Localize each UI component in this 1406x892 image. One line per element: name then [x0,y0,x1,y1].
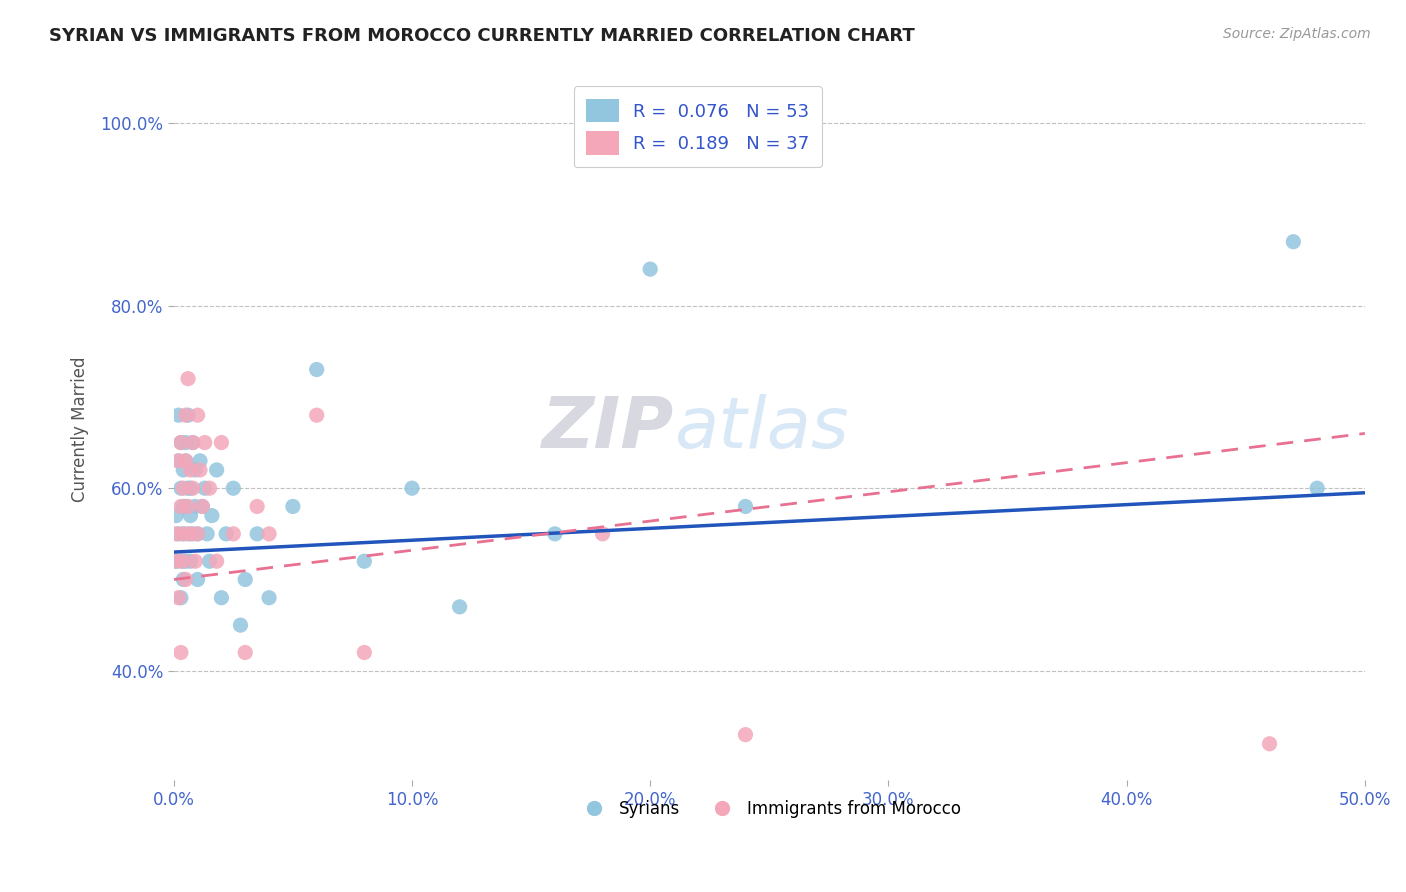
Point [172,554,194,568]
Point [229,618,252,632]
Point [449,599,471,614]
Point [188,463,211,477]
Point [174,454,197,468]
Point [179,463,201,477]
Point [167,454,190,468]
Point [174,573,197,587]
Point [246,526,269,541]
Point [734,728,756,742]
Text: SYRIAN VS IMMIGRANTS FROM MOROCCO CURRENTLY MARRIED CORRELATION CHART: SYRIAN VS IMMIGRANTS FROM MOROCCO CURREN… [49,27,915,45]
Point [233,646,256,660]
Point [181,435,204,450]
Point [177,408,200,422]
Point [401,481,423,495]
Point [257,526,280,541]
Point [194,481,217,495]
Point [734,500,756,514]
Point [177,481,200,495]
Text: ZIP: ZIP [541,394,673,463]
Point [592,526,614,541]
Point [170,591,193,605]
Point [179,554,201,568]
Point [165,526,187,541]
Point [170,554,193,568]
Point [181,435,204,450]
Point [184,554,207,568]
Point [167,591,190,605]
Point [353,646,375,660]
Point [187,526,209,541]
Point [353,554,375,568]
Point [201,508,224,523]
Point [170,500,193,514]
Point [172,500,194,514]
Point [172,573,194,587]
Point [195,526,218,541]
Point [1282,235,1305,249]
Point [233,573,256,587]
Point [222,481,245,495]
Point [215,526,238,541]
Point [187,573,209,587]
Point [209,591,232,605]
Point [205,463,228,477]
Point [170,481,193,495]
Point [172,481,194,495]
Point [167,526,190,541]
Point [187,408,209,422]
Point [172,526,194,541]
Point [544,526,567,541]
Point [188,454,211,468]
Point [174,435,197,450]
Point [177,372,200,386]
Point [198,481,221,495]
Point [191,500,214,514]
Point [165,554,187,568]
Point [167,408,190,422]
Legend: Syrians, Immigrants from Morocco: Syrians, Immigrants from Morocco [571,793,967,825]
Point [174,408,197,422]
Point [184,463,207,477]
Point [281,500,304,514]
Point [174,554,197,568]
Point [184,500,207,514]
Point [172,526,194,541]
Point [177,500,200,514]
Point [638,262,661,277]
Point [172,463,194,477]
Point [179,508,201,523]
Point [1306,481,1329,495]
Point [174,500,197,514]
Point [191,500,214,514]
Point [165,508,187,523]
Point [170,646,193,660]
Text: Source: ZipAtlas.com: Source: ZipAtlas.com [1223,27,1371,41]
Point [257,591,280,605]
Text: atlas: atlas [673,394,849,463]
Point [181,481,204,495]
Point [174,454,197,468]
Point [209,435,232,450]
Point [179,481,201,495]
Point [305,362,328,376]
Point [246,500,269,514]
Point [222,526,245,541]
Point [1258,737,1281,751]
Point [181,526,204,541]
Point [170,435,193,450]
Y-axis label: Currently Married: Currently Married [72,356,89,501]
Point [177,526,200,541]
Point [198,554,221,568]
Point [187,526,209,541]
Point [205,554,228,568]
Point [165,554,187,568]
Point [170,435,193,450]
Point [305,408,328,422]
Point [179,526,201,541]
Point [167,454,190,468]
Point [194,435,217,450]
